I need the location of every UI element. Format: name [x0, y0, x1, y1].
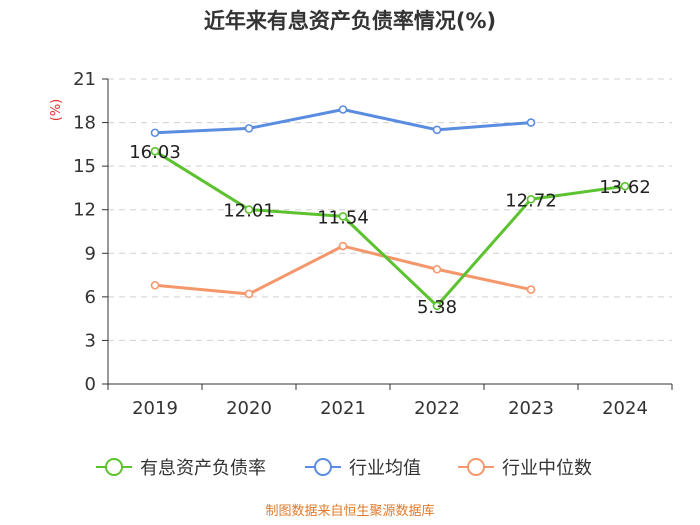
legend-item-2[interactable]: 行业中位数 [458, 458, 592, 479]
data-point [432, 125, 442, 135]
y-tick-label: 9 [85, 243, 96, 264]
data-label: 12.01 [223, 201, 275, 222]
legend-item-1[interactable]: 行业均值 [305, 458, 421, 479]
data-label: 11.54 [317, 207, 369, 228]
y-tick-label: 0 [85, 374, 96, 395]
x-tick-label-2023: 2023 [508, 398, 554, 419]
data-point [338, 212, 348, 221]
data-label: 5.38 [417, 297, 457, 318]
data-point [244, 289, 254, 299]
y-unit-label: (%) [49, 99, 64, 122]
series-2 [150, 241, 536, 299]
data-point [526, 285, 536, 294]
data-label: 12.72 [505, 190, 557, 211]
data-label: 16.03 [129, 142, 181, 163]
x-tick-label-2020: 2020 [226, 398, 272, 419]
series-1 [150, 105, 536, 138]
legend-label: 行业均值 [349, 458, 421, 479]
data-point [620, 181, 630, 191]
y-tick-label: 18 [73, 113, 96, 134]
axes: 0 3 6 9 12 15 18 21 2019 2020 2021 2022 2023 2024 [73, 69, 673, 419]
chart-title: 近年来有息资产负债率情况(%) [204, 9, 496, 33]
data-point [244, 124, 254, 133]
data-point [150, 280, 160, 290]
legend-item-0[interactable]: 有息资产负债率 [96, 458, 266, 479]
grid-lines [108, 78, 672, 341]
data-point [526, 194, 536, 204]
y-tick-label: 3 [85, 330, 96, 351]
legend-swatch-marker [314, 458, 332, 476]
y-tick-label: 21 [73, 69, 96, 90]
data-point [526, 118, 536, 127]
data-point [150, 128, 160, 138]
data-label: 13.62 [599, 177, 651, 198]
series-layer [150, 105, 630, 311]
y-tick-label: 6 [85, 287, 96, 308]
legend-label: 行业中位数 [502, 458, 592, 479]
x-tick-label-2022: 2022 [414, 398, 460, 419]
legend-label: 有息资产负债率 [140, 458, 266, 479]
series-line-0 [154, 149, 626, 308]
x-tick-label-2024: 2024 [602, 398, 648, 419]
legend-swatch-marker [467, 458, 485, 476]
data-point [338, 105, 348, 114]
data-point [432, 301, 442, 311]
legend: 有息资产负债率 行业均值 行业中位数 [96, 458, 592, 479]
source-note: 制图数据来自恒生聚源数据库 [265, 503, 434, 519]
data-point [244, 205, 254, 214]
x-tick-label-2021: 2021 [320, 398, 366, 419]
y-tick-label: 15 [73, 156, 96, 177]
data-point [338, 241, 348, 251]
legend-swatch-marker [105, 458, 123, 476]
data-point [432, 264, 442, 274]
x-tick-label-2019: 2019 [132, 398, 178, 419]
y-tick-label: 12 [73, 200, 96, 221]
data-point [150, 146, 160, 156]
series-0 [150, 146, 630, 311]
data-labels: 16.03 12.01 11.54 5.38 12.72 13.62 [129, 142, 651, 318]
